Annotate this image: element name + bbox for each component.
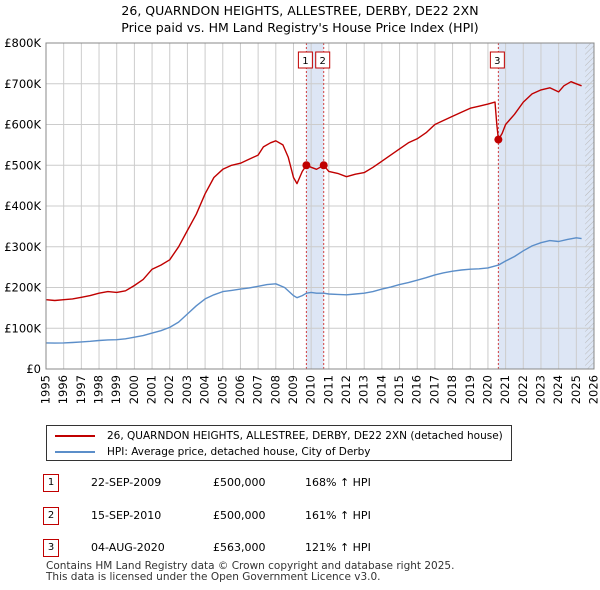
y-tick-label: £100K [4,321,41,335]
transaction-hpi: 121% ↑ HPI [305,541,371,554]
chart-subtitle: Price paid vs. HM Land Registry's House … [121,20,479,35]
sale-marker-box [489,51,505,69]
price-chart: £0 £100K £200K £300K £400K £500K £600K £700K £80… [4,36,600,404]
hpi-line [45,237,582,344]
footer-copyright: Contains HM Land Registry data © Crown c… [46,560,455,572]
x-tick-label: 2016 [410,375,424,404]
y-tick-label: £700K [4,77,41,91]
sale-marker-box [297,51,313,69]
x-tick-label: 2008 [268,375,282,404]
sale-point [494,135,503,144]
transaction-date: 22-SEP-2009 [91,476,162,489]
x-tick-label: 2010 [304,375,318,404]
x-tick-label: 2015 [392,375,406,404]
x-tick-label: 1996 [56,375,70,404]
y-tick-label: £300K [4,240,41,254]
x-tick-label: 2004 [198,375,212,404]
x-tick-label: 2026 [587,375,600,404]
transaction-price: £500,000 [213,509,266,522]
x-tick-label: 1999 [109,375,123,404]
transaction-badge: 2 [43,507,59,525]
transaction-hpi: 168% ↑ HPI [305,476,371,489]
x-tick-label: 2014 [374,375,388,404]
x-tick-label: 2024 [551,375,565,404]
chart-legend: 26, QUARNDON HEIGHTS, ALLESTREE, DERBY, … [46,425,512,461]
transaction-badge: 1 [43,474,59,492]
transaction-date: 04-AUG-2020 [91,541,165,554]
x-tick-label: 2000 [127,375,141,404]
x-tick-label: 2003 [180,375,194,404]
x-tick-label: 2017 [427,375,441,404]
chart-title: 26, QUARNDON HEIGHTS, ALLESTREE, DERBY, … [121,3,479,18]
y-tick-label: £600K [4,118,41,132]
x-tick-label: 1995 [39,375,53,404]
sale-point [319,161,328,170]
transaction-price: £500,000 [213,476,266,489]
sale-marker-label: 2 [320,56,326,67]
transaction-row: 3 04-AUG-2020 £563,000 121% ↑ HPI [0,539,600,559]
transaction-hpi: 161% ↑ HPI [305,509,371,522]
y-tick-label: £400K [4,199,41,213]
x-tick-label: 2022 [516,375,530,404]
transaction-badge: 3 [43,539,59,557]
y-tick-label: £0 [26,362,41,376]
x-tick-label: 2005 [215,375,229,404]
legend-swatch-hpi [55,451,95,453]
transaction-date: 15-SEP-2010 [91,509,162,522]
x-tick-label: 2001 [145,375,159,404]
legend-item-hpi: HPI: Average price, detached house, City… [55,444,370,460]
transaction-row: 1 22-SEP-2009 £500,000 168% ↑ HPI [0,474,600,494]
sale-point [302,161,311,170]
legend-swatch-property [55,435,95,437]
x-tick-label: 2025 [569,375,583,404]
footer-note: Contains HM Land Registry data © Crown c… [46,561,454,583]
x-tick-label: 2019 [463,375,477,404]
y-tick-label: £800K [4,36,41,50]
x-tick-label: 2018 [445,375,459,404]
legend-label-hpi: HPI: Average price, detached house, City… [107,446,371,458]
sale-marker-label: 1 [302,56,308,67]
x-tick-label: 2013 [357,375,371,404]
x-tick-label: 2011 [321,375,335,404]
x-tick-label: 2007 [251,375,265,404]
x-tick-label: 2020 [480,375,494,404]
y-tick-label: £500K [4,158,41,172]
plot-border [45,42,595,370]
x-tick-label: 2021 [498,375,512,404]
x-tick-label: 1997 [74,375,88,404]
legend-item-property: 26, QUARNDON HEIGHTS, ALLESTREE, DERBY, … [55,428,503,444]
sale-marker-box [315,51,331,69]
legend-label-property: 26, QUARNDON HEIGHTS, ALLESTREE, DERBY, … [107,430,503,442]
footer-licence: This data is licensed under the Open Gov… [46,571,381,583]
transaction-row: 2 15-SEP-2010 £500,000 161% ↑ HPI [0,507,600,527]
x-tick-label: 1998 [92,375,106,404]
x-tick-label: 2002 [162,375,176,404]
x-tick-label: 2023 [533,375,547,404]
x-tick-label: 2012 [339,375,353,404]
transaction-price: £563,000 [213,541,266,554]
y-tick-label: £200K [4,281,41,295]
sale-marker-label: 3 [494,56,500,67]
x-tick-label: 2009 [286,375,300,404]
x-tick-label: 2006 [233,375,247,404]
